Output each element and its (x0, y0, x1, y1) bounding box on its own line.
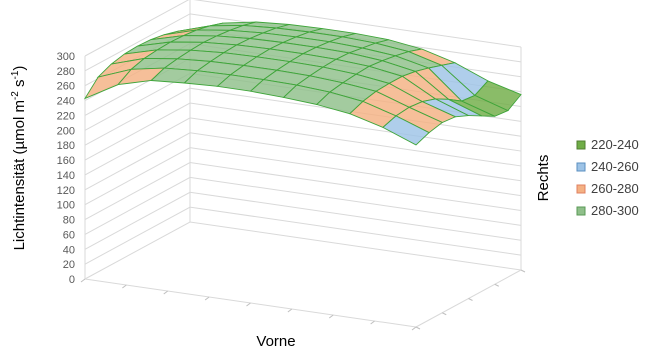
floor-front-tick-8 (411, 326, 417, 331)
floor-front-tick-1 (122, 284, 127, 289)
floor-right-tick-2 (468, 298, 473, 301)
floor-ticks (80, 269, 526, 331)
z-tick-label-40: 40 (63, 244, 75, 256)
gridline-80 (84, 162, 522, 220)
gridline-300 (84, 0, 522, 57)
legend: 220-240 240-260 260-280 280-300 (576, 137, 639, 218)
floor-front-tick-4 (246, 302, 251, 307)
z-tick-label-0: 0 (69, 274, 75, 286)
z-tick-label-140: 140 (57, 170, 75, 182)
legend-swatch-240-260 (576, 162, 586, 172)
floor-front-tick-0 (80, 278, 86, 283)
floor-right-tick-0 (415, 326, 421, 330)
legend-label-240-260: 240-260 (591, 159, 639, 174)
surface-plot (83, 21, 522, 146)
surface-cell-0-9 (382, 115, 430, 146)
gridline-60 (84, 176, 522, 235)
z-tick-label-220: 220 (57, 110, 75, 122)
gridline-120 (84, 132, 522, 191)
legend-swatch-220-240 (576, 140, 586, 150)
z-tick-label-60: 60 (63, 229, 75, 241)
floor-front-tick-6 (328, 314, 334, 319)
legend-swatch-260-280 (576, 184, 586, 194)
z-tick-label-180: 180 (57, 140, 75, 152)
z-tick-label-300: 300 (57, 51, 75, 63)
legend-swatch-280-300 (576, 206, 586, 216)
z-tick-label-260: 260 (57, 81, 75, 93)
floor-front-tick-2 (163, 290, 169, 295)
gridline-100 (84, 147, 522, 206)
z-tick-label-80: 80 (63, 215, 75, 227)
x-axis-title: Vorne (256, 333, 295, 350)
z-tick-label-120: 120 (57, 185, 75, 197)
floor-front-tick-7 (370, 320, 375, 325)
z-tick-label-200: 200 (57, 125, 75, 137)
y-axis-title: Lichtintensität (µmol m-2 s-1) (10, 66, 28, 251)
z-tick-label-100: 100 (57, 200, 75, 212)
floor-right-tick-1 (442, 312, 447, 316)
floor-front-tick-5 (287, 308, 293, 313)
depth-axis-title: Rechts (535, 155, 552, 202)
floor-front-tick-3 (204, 296, 210, 301)
z-tick-label-240: 240 (57, 96, 75, 108)
gridline-40 (84, 191, 522, 250)
gridline-140 (84, 117, 522, 176)
legend-label-280-300: 280-300 (591, 203, 639, 218)
z-tick-label-20: 20 (63, 259, 75, 271)
z-tick-label-280: 280 (57, 66, 75, 78)
legend-label-260-280: 260-280 (591, 181, 639, 196)
gridline-0 (84, 221, 522, 280)
floor-right-tick-4 (520, 269, 526, 273)
z-axis-tick-labels: 0 20 40 60 80 100 120 140 160 180 200 220 240 260 280 3… (57, 51, 75, 286)
legend-label-220-240: 220-240 (591, 137, 639, 152)
gridline-20 (84, 206, 522, 265)
floor-right-tick-3 (494, 283, 499, 287)
z-tick-label-160: 160 (57, 155, 75, 167)
